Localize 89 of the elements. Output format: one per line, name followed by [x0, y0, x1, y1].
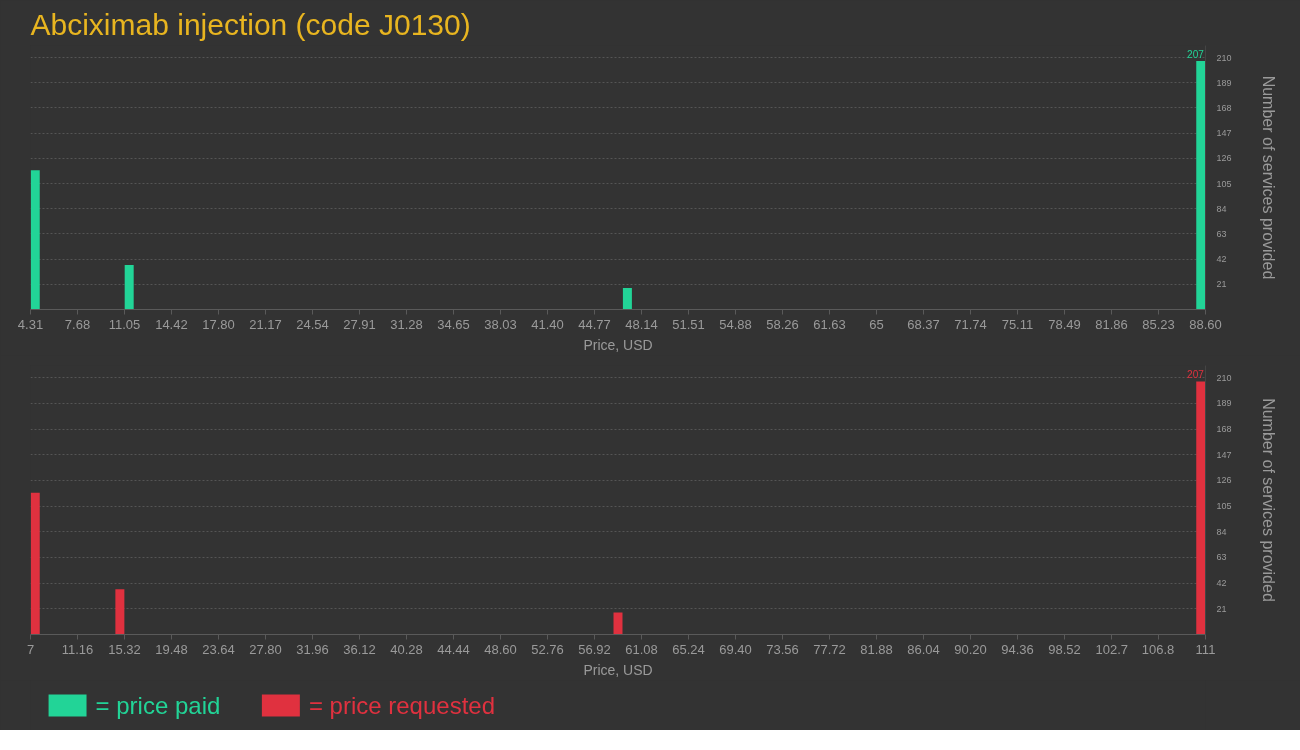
x-axis-title: Price, USD	[583, 336, 653, 353]
x-tick-label: 15.32	[108, 641, 141, 657]
bar	[115, 589, 125, 635]
x-tick-label: 77.72	[813, 641, 846, 657]
y-tick-label: 63	[1216, 228, 1227, 239]
x-tick-label: 52.76	[531, 641, 564, 657]
y-tick-label: 147	[1216, 449, 1232, 460]
x-tick-label: 21.17	[249, 316, 282, 332]
x-tick-label: 68.37	[907, 316, 940, 332]
x-tick-label: 7	[26, 641, 35, 657]
x-tick-label: 58.26	[766, 316, 799, 332]
x-tick-label: 44.77	[578, 316, 611, 332]
data-label: 207	[1187, 49, 1205, 61]
bar	[124, 265, 134, 310]
bar	[30, 492, 40, 635]
x-tick-label: 34.65	[437, 316, 470, 332]
x-tick-label: 65	[869, 316, 884, 332]
x-tick-label: 75.11	[1001, 316, 1034, 332]
x-tick-label: 36.12	[343, 641, 376, 657]
x-tick-label: 61.08	[625, 641, 658, 657]
x-tick-label: 81.86	[1095, 316, 1128, 332]
y-tick-label: 210	[1216, 52, 1232, 63]
x-tick-label: 4.31	[17, 316, 44, 332]
y-axis-title: Number of services provided	[1259, 75, 1277, 280]
y-tick-label: 168	[1216, 102, 1232, 113]
x-tick-label: 17.80	[202, 316, 235, 332]
x-tick-label: 61.63	[813, 316, 846, 332]
x-tick-label: 27.80	[249, 641, 282, 657]
x-tick-label: 111	[1195, 641, 1216, 657]
y-tick-label: 210	[1216, 372, 1232, 383]
data-label: 207	[1187, 369, 1205, 381]
y-tick-label: 21	[1216, 603, 1227, 614]
bar	[30, 170, 40, 310]
x-tick-label: 73.56	[766, 641, 799, 657]
x-tick-label: 11.16	[61, 641, 94, 657]
x-tick-label: 48.14	[625, 316, 658, 332]
y-tick-label: 147	[1216, 128, 1232, 139]
x-tick-label: 38.03	[484, 316, 517, 332]
x-tick-label: 85.23	[1142, 316, 1175, 332]
x-tick-label: 65.24	[672, 641, 705, 657]
x-tick-label: 54.88	[719, 316, 752, 332]
x-tick-label: 11.05	[108, 316, 141, 332]
x-tick-label: 81.88	[860, 641, 893, 657]
x-tick-label: 24.54	[296, 316, 329, 332]
x-tick-label: 31.96	[296, 641, 329, 657]
y-tick-label: 189	[1216, 398, 1232, 409]
x-tick-label: 78.49	[1048, 316, 1081, 332]
x-tick-label: 90.20	[954, 641, 987, 657]
x-tick-label: 7.68	[64, 316, 91, 332]
x-tick-label: 106.8	[1141, 641, 1175, 657]
x-tick-label: 51.51	[672, 316, 705, 332]
x-tick-label: 48.60	[484, 641, 517, 657]
x-tick-label: 19.48	[155, 641, 188, 657]
bar	[1196, 381, 1206, 635]
x-axis-title: Price, USD	[583, 661, 653, 678]
y-tick-label: 105	[1216, 178, 1232, 189]
y-tick-label: 84	[1216, 526, 1227, 537]
y-tick-label: 21	[1216, 279, 1227, 290]
y-tick-label: 84	[1216, 203, 1227, 214]
y-tick-label: 63	[1216, 552, 1227, 563]
x-tick-label: 98.52	[1048, 641, 1081, 657]
x-tick-label: 94.36	[1001, 641, 1034, 657]
x-tick-label: 41.40	[531, 316, 564, 332]
y-tick-label: 126	[1216, 475, 1232, 486]
y-tick-label: 42	[1216, 578, 1227, 589]
legend-label: = price requested	[308, 692, 496, 719]
x-tick-label: 31.28	[390, 316, 423, 332]
y-tick-label: 168	[1216, 424, 1232, 435]
x-tick-label: 88.60	[1189, 316, 1222, 332]
x-tick-label: 44.44	[437, 641, 470, 657]
x-tick-label: 71.74	[954, 316, 987, 332]
y-tick-label: 105	[1216, 501, 1232, 512]
y-tick-label: 126	[1216, 153, 1232, 164]
y-tick-label: 42	[1216, 254, 1227, 265]
y-axis-title: Number of services provided	[1259, 398, 1277, 602]
x-tick-label: 69.40	[719, 641, 752, 657]
chart-title: Abciximab injection (code J0130)	[30, 7, 471, 41]
bar	[1196, 61, 1206, 310]
bar	[613, 612, 623, 635]
bar	[622, 287, 632, 310]
x-tick-label: 56.92	[578, 641, 611, 657]
y-tick-label: 189	[1216, 77, 1232, 88]
x-tick-label: 23.64	[202, 641, 235, 657]
x-tick-label: 86.04	[907, 641, 940, 657]
x-tick-label: 102.7	[1095, 641, 1129, 657]
legend-label: = price paid	[95, 692, 221, 719]
x-tick-label: 14.42	[155, 316, 188, 332]
x-tick-label: 40.28	[390, 641, 423, 657]
x-tick-label: 27.91	[343, 316, 376, 332]
